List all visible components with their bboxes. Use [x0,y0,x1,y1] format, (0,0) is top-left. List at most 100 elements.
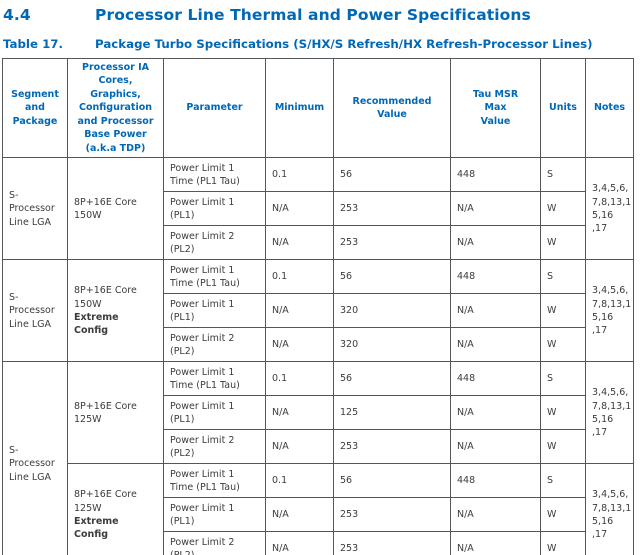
parameter-cell: Power Limit 1 (PL1) [163,191,266,227]
recommended-cell: 253 [333,497,451,533]
units-cell: S [540,463,586,499]
config-bold-text: Extreme Config [74,515,119,541]
tau-msr-cell: N/A [450,191,541,227]
col-header-minimum: Minimum [265,57,334,159]
col-header-notes: Notes [585,57,634,159]
recommended-cell: 253 [333,531,451,555]
minimum-cell: N/A [265,293,334,329]
col-header-config: Processor IA Cores, Graphics, Configurat… [67,57,164,159]
minimum-cell: N/A [265,429,334,465]
table-caption: Table 17. Package Turbo Specifications (… [3,37,640,51]
notes-cell: 3,4,5,6, 7,8,13,1 5,16 ,17 [585,463,634,555]
recommended-cell: 253 [333,225,451,261]
tau-msr-cell: N/A [450,531,541,555]
tau-msr-cell: 448 [450,361,541,397]
config-cell: 8P+16E Core 150W Extreme Config [67,259,164,363]
tau-msr-cell: 448 [450,157,541,193]
minimum-cell: N/A [265,497,334,533]
parameter-cell: Power Limit 2 (PL2) [163,327,266,363]
minimum-cell: N/A [265,327,334,363]
table-row: Power Limit 2 (PL2) N/A 253 N/A W [3,429,634,465]
units-cell: W [540,191,586,227]
config-cell: 8P+16E Core 125W [67,361,164,465]
parameter-cell: Power Limit 1 (PL1) [163,293,266,329]
config-cell: 8P+16E Core 150W [67,157,164,261]
parameter-cell: Power Limit 1 (PL1) [163,497,266,533]
units-cell: W [540,531,586,555]
units-cell: W [540,497,586,533]
table-row: Power Limit 1 (PL1) N/A 320 N/A W [3,293,634,329]
config-bold-text: Extreme Config [74,311,119,337]
table-row: Power Limit 1 (PL1) N/A 125 N/A W [3,395,634,431]
minimum-cell: 0.1 [265,259,334,295]
parameter-cell: Power Limit 1 Time (PL1 Tau) [163,463,266,499]
minimum-cell: N/A [265,225,334,261]
units-cell: W [540,429,586,465]
units-cell: W [540,327,586,363]
col-header-recommended: Recommended Value [333,57,451,159]
col-header-units: Units [540,57,586,159]
units-cell: S [540,361,586,397]
config-text: 8P+16E Core 125W [74,489,137,514]
parameter-cell: Power Limit 1 Time (PL1 Tau) [163,361,266,397]
table-label: Table 17. [3,37,63,51]
minimum-cell: 0.1 [265,157,334,193]
table-row: 8P+16E Core 125W Extreme Config Power Lim… [3,463,634,555]
table-row: Power Limit 2 (PL2) N/A 253 N/A W [3,531,634,555]
parameter-cell: Power Limit 1 Time (PL1 Tau) [163,259,266,295]
config-cell: 8P+16E Core 125W Extreme Config [67,463,164,555]
tau-msr-cell: N/A [450,497,541,533]
table-row: S- Processor Line LGA 8P+16E Core 150W Ex… [2,259,634,363]
segment-cell: S- Processor Line LGA [2,259,68,363]
minimum-cell: 0.1 [265,361,334,397]
config-text: 8P+16E Core 150W [74,285,137,310]
recommended-cell: 320 [333,327,451,363]
spec-table: Segment and Package Processor IA Cores, … [2,57,634,555]
parameter-cell: Power Limit 2 (PL2) [163,531,266,555]
recommended-cell: 320 [333,293,451,329]
section-title: Processor Line Thermal and Power Specifi… [95,6,531,24]
section-heading: 4.4 Processor Line Thermal and Power Spe… [3,6,640,24]
recommended-cell: 56 [333,463,451,499]
recommended-cell: 56 [333,157,451,193]
minimum-cell: N/A [265,395,334,431]
tau-msr-cell: N/A [450,395,541,431]
minimum-cell: N/A [265,531,334,555]
notes-cell: 3,4,5,6, 7,8,13,1 5,16 ,17 [585,361,634,465]
tau-msr-cell: 448 [450,463,541,499]
recommended-cell: 56 [333,259,451,295]
tau-msr-cell: N/A [450,429,541,465]
minimum-cell: 0.1 [265,463,334,499]
recommended-cell: 253 [333,429,451,465]
minimum-cell: N/A [265,191,334,227]
tau-msr-cell: 448 [450,259,541,295]
parameter-cell: Power Limit 2 (PL2) [163,225,266,261]
tau-msr-cell: N/A [450,327,541,363]
table-row: Power Limit 2 (PL2) N/A 253 N/A W [3,225,634,261]
table-header-row: Segment and Package Processor IA Cores, … [2,57,634,159]
section-number: 4.4 [3,6,31,24]
recommended-cell: 56 [333,361,451,397]
table-row: Power Limit 1 (PL1) N/A 253 N/A W [3,497,634,533]
notes-cell: 3,4,5,6, 7,8,13,1 5,16 ,17 [585,157,634,261]
units-cell: W [540,225,586,261]
table-row: S- Processor Line LGA 8P+16E Core 150W P… [2,157,634,261]
segment-cell: S- Processor Line LGA [2,361,68,555]
units-cell: W [540,395,586,431]
units-cell: S [540,259,586,295]
tau-msr-cell: N/A [450,293,541,329]
recommended-cell: 253 [333,191,451,227]
units-cell: S [540,157,586,193]
col-header-tau-msr: Tau MSR Max Value [450,57,541,159]
col-header-parameter: Parameter [163,57,266,159]
parameter-cell: Power Limit 1 (PL1) [163,395,266,431]
parameter-cell: Power Limit 1 Time (PL1 Tau) [163,157,266,193]
segment-cell: S- Processor Line LGA [2,157,68,261]
notes-cell: 3,4,5,6, 7,8,13,1 5,16 ,17 [585,259,634,363]
col-header-segment: Segment and Package [2,57,68,159]
units-cell: W [540,293,586,329]
table-title: Package Turbo Specifications (S/HX/S Ref… [95,37,593,51]
recommended-cell: 125 [333,395,451,431]
table-row: S- Processor Line LGA 8P+16E Core 125W P… [2,361,634,555]
